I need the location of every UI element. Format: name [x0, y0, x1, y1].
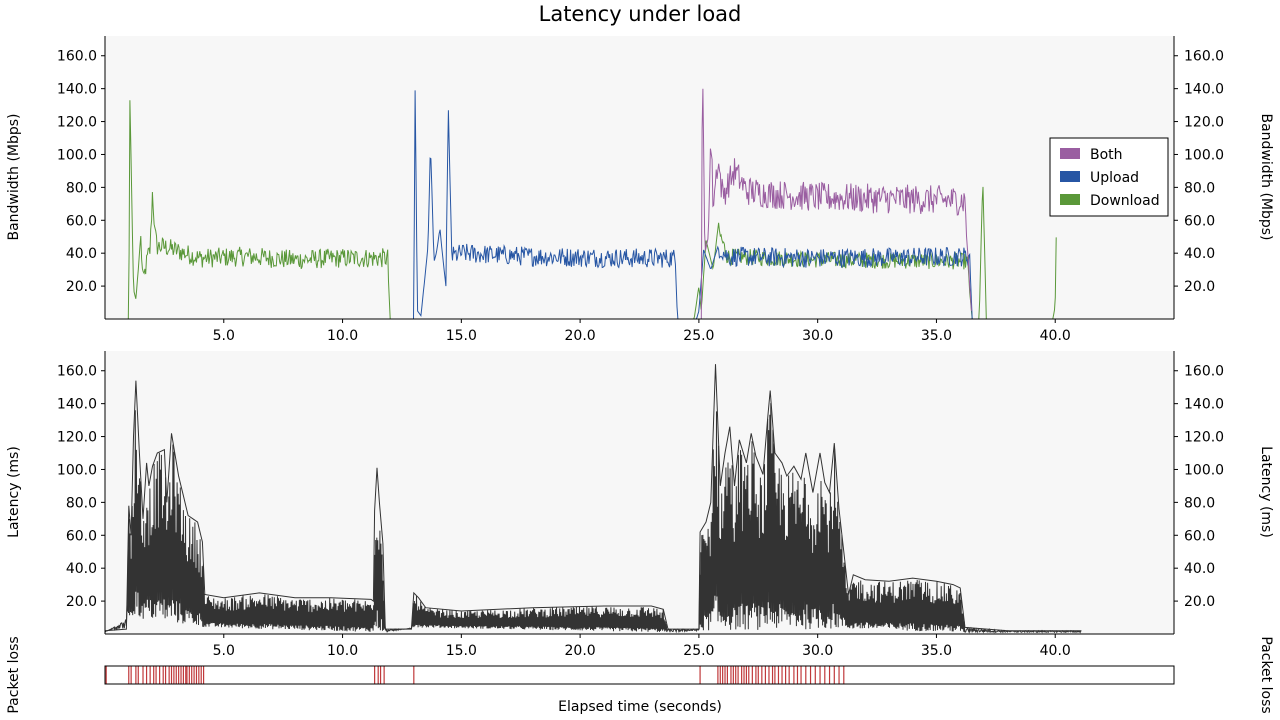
legend-label-both: Both: [1090, 147, 1123, 163]
legend-label-upload: Upload: [1090, 170, 1139, 186]
latency-ytick-label-left: 140.0: [57, 397, 97, 413]
latency-ytick-label-left: 160.0: [57, 364, 97, 380]
latency-ytick-label-right: 20.0: [1184, 594, 1215, 610]
series-line-both: [700, 88, 972, 320]
x-axis-label: Elapsed time (seconds): [558, 699, 722, 715]
latency-xtick-label: 30.0: [802, 643, 833, 659]
bandwidth-ytick-label-left: 60.0: [66, 213, 97, 229]
legend-swatch-download: [1060, 194, 1080, 205]
packet-loss-ylabel-right: Packet loss: [1258, 636, 1274, 713]
latency-ytick-label-left: 60.0: [66, 528, 97, 544]
bandwidth-ytick-label-left: 20.0: [66, 279, 97, 295]
latency-ytick-label-right: 60.0: [1184, 528, 1215, 544]
latency-series-group: [104, 364, 1082, 634]
latency-series-line: [104, 403, 1082, 634]
latency-ytick-label-right: 40.0: [1184, 561, 1215, 577]
bandwidth-ytick-label-left: 80.0: [66, 180, 97, 196]
bandwidth-ytick-label-right: 80.0: [1184, 180, 1215, 196]
bandwidth-legend: Both Upload Download: [1049, 137, 1169, 217]
latency-ytick-label-left: 20.0: [66, 594, 97, 610]
bandwidth-ylabel-left: Bandwidth (Mbps): [6, 113, 22, 240]
latency-ticks: 5.0 10.0 15.0 20.0 25.0 30.0 35.0 40.0 20.0 20.0 4…: [57, 351, 1224, 659]
packet-loss-strip: [105, 666, 1174, 684]
bandwidth-ylabel-right: Bandwidth (Mbps): [1258, 113, 1274, 240]
latency-xtick-label: 40.0: [1040, 643, 1071, 659]
latency-xtick-label: 10.0: [327, 643, 358, 659]
bandwidth-ytick-label-right: 100.0: [1184, 147, 1224, 163]
latency-ylabel-right: Latency (ms): [1258, 446, 1274, 538]
latency-ytick-label-right: 120.0: [1184, 430, 1224, 446]
bandwidth-xtick-label: 15.0: [446, 328, 477, 344]
bandwidth-ytick-label-left: 40.0: [66, 246, 97, 262]
legend-label-download: Download: [1090, 193, 1160, 209]
latency-ytick-label-right: 160.0: [1184, 364, 1224, 380]
bandwidth-ytick-label-right: 60.0: [1184, 213, 1215, 229]
chart-title: Latency under load: [539, 2, 742, 26]
legend-swatch-upload: [1060, 171, 1080, 182]
latency-ytick-label-left: 100.0: [57, 462, 97, 478]
bandwidth-ytick-label-right: 160.0: [1184, 49, 1224, 65]
latency-plot-area: [105, 351, 1174, 634]
latency-ytick-label-left: 40.0: [66, 561, 97, 577]
packet-loss-panel: Packet loss Packet loss Elapsed time (se…: [6, 636, 1274, 715]
bandwidth-ytick-label-left: 120.0: [57, 115, 97, 131]
packet-loss-border: [104, 665, 1175, 685]
latency-xtick-label: 15.0: [446, 643, 477, 659]
latency-ytick-label-left: 80.0: [66, 495, 97, 511]
latency-ytick-label-left: 120.0: [57, 430, 97, 446]
bandwidth-ytick-label-left: 100.0: [57, 147, 97, 163]
bandwidth-xtick-label: 5.0: [213, 328, 235, 344]
bandwidth-ticks: 5.0 10.0 15.0 20.0 25.0 30.0 35.0 40.0 20.0 20.0 4…: [57, 36, 1224, 344]
bandwidth-plot-area: [105, 36, 1174, 319]
bandwidth-xtick-label: 10.0: [327, 328, 358, 344]
bandwidth-xtick-label: 40.0: [1040, 328, 1071, 344]
latency-ytick-label-right: 80.0: [1184, 495, 1215, 511]
latency-xtick-label: 5.0: [213, 643, 235, 659]
bandwidth-xtick-label: 25.0: [683, 328, 714, 344]
latency-xtick-label: 35.0: [921, 643, 952, 659]
bandwidth-xtick-label: 30.0: [802, 328, 833, 344]
bandwidth-ytick-label-right: 40.0: [1184, 246, 1215, 262]
latency-panel: 5.0 10.0 15.0 20.0 25.0 30.0 35.0 40.0 20.0 20.0 4…: [6, 351, 1274, 659]
latency-xtick-label: 25.0: [683, 643, 714, 659]
latency-peak-outline: [104, 364, 1082, 632]
packet-loss-marks: [105, 666, 845, 684]
bandwidth-xtick-label: 35.0: [921, 328, 952, 344]
latency-xtick-label: 20.0: [565, 643, 596, 659]
latency-ytick-label-right: 100.0: [1184, 462, 1224, 478]
bandwidth-ytick-label-right: 120.0: [1184, 115, 1224, 131]
bandwidth-panel: 5.0 10.0 15.0 20.0 25.0 30.0 35.0 40.0 20.0 20.0 4…: [6, 36, 1274, 344]
bandwidth-ytick-label-right: 20.0: [1184, 279, 1215, 295]
latency-ylabel-left: Latency (ms): [6, 446, 22, 538]
bandwidth-ytick-label-left: 140.0: [57, 82, 97, 98]
latency-ytick-label-right: 140.0: [1184, 397, 1224, 413]
legend-swatch-both: [1060, 148, 1080, 159]
packet-loss-ylabel-left: Packet loss: [6, 636, 22, 713]
bandwidth-ytick-label-left: 160.0: [57, 49, 97, 65]
bandwidth-xtick-label: 20.0: [565, 328, 596, 344]
bandwidth-ytick-label-right: 140.0: [1184, 82, 1224, 98]
